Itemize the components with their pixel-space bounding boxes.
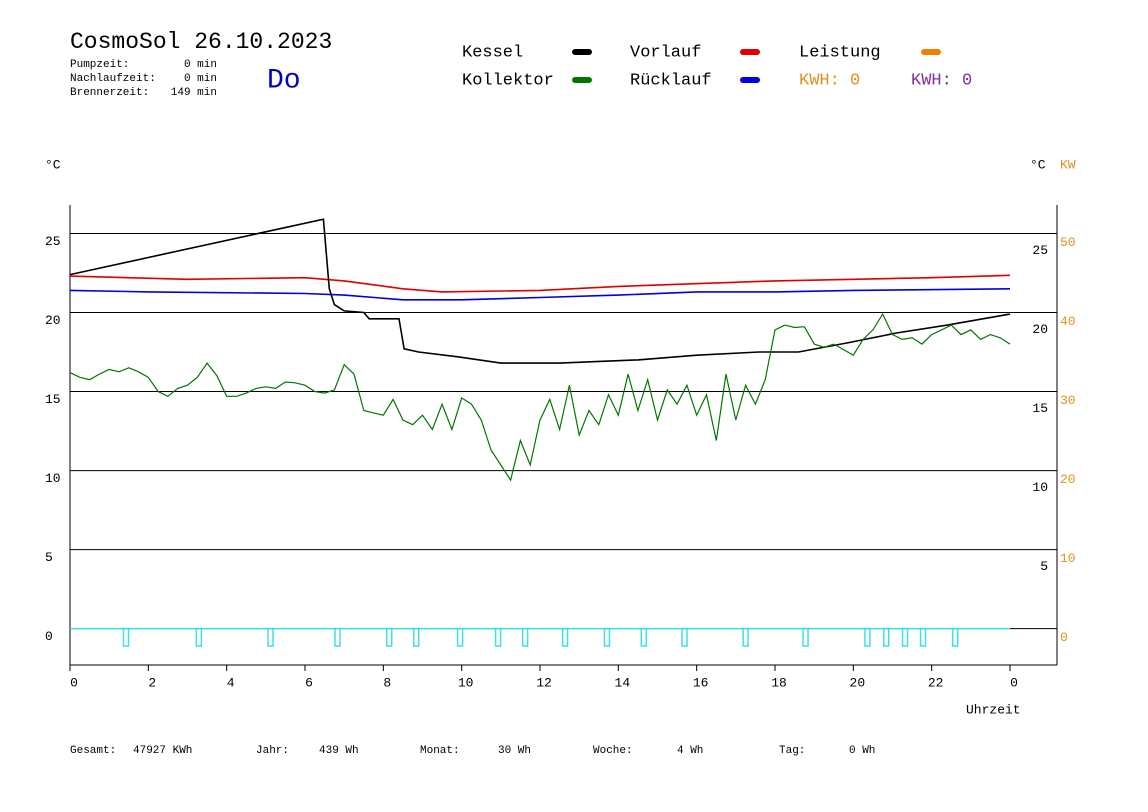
- pulse: [882, 627, 890, 647]
- x-tick-label: 4: [227, 675, 235, 690]
- stat-label: Nachlaufzeit:: [70, 73, 156, 85]
- pulse: [864, 627, 871, 647]
- x-tick-label: 18: [771, 675, 787, 690]
- y-tick-label: 25: [45, 234, 61, 249]
- y-tick-label: 5: [45, 550, 53, 565]
- legend-label: Kollektor: [462, 71, 554, 90]
- y-tick-label: 20: [45, 313, 61, 328]
- total-value: 4 Wh: [677, 745, 703, 757]
- pulse: [742, 627, 749, 647]
- y-tick-label-right: 15: [1032, 401, 1048, 416]
- series-line: [69, 288, 1011, 301]
- y-tick-label-right: 20: [1032, 322, 1048, 337]
- legend-label: Kessel: [462, 43, 523, 62]
- kwh-label: KWH: 0: [911, 71, 972, 90]
- total-label: Monat:: [420, 745, 460, 757]
- pulse: [456, 627, 464, 647]
- stat-value: 0 min: [184, 73, 217, 85]
- total-label: Jahr:: [256, 745, 289, 757]
- y-tick-label: 10: [45, 471, 61, 486]
- legend-label: Vorlauf: [630, 43, 701, 62]
- pulse: [901, 627, 909, 647]
- total-label: Tag:: [779, 745, 805, 757]
- kwh-label: KWH: 0: [799, 71, 860, 90]
- y2-unit: KW: [1060, 157, 1076, 172]
- total-value: 47927 KWh: [133, 745, 192, 757]
- pulse: [195, 627, 203, 647]
- x-tick-label: 0: [70, 675, 78, 690]
- y-tick-label: 15: [45, 392, 61, 407]
- stat-value: 0 min: [184, 59, 217, 71]
- y-tick-label-right: 10: [1032, 480, 1048, 495]
- x-tick-label: 2: [148, 675, 156, 690]
- stat-value: 149 min: [171, 87, 217, 99]
- chart-title: CosmoSol 26.10.2023: [70, 29, 332, 55]
- total-value: 30 Wh: [498, 745, 531, 757]
- total-label: Gesamt:: [70, 745, 116, 757]
- y-tick-label-right: 5: [1040, 559, 1048, 574]
- pulse: [122, 627, 130, 647]
- weekday: Do: [267, 65, 301, 96]
- y-unit-right: °C: [1030, 157, 1046, 172]
- series-line: [69, 274, 1011, 293]
- stat-label: Brennerzeit:: [70, 87, 149, 99]
- pulse: [681, 627, 688, 647]
- pulse: [802, 627, 809, 647]
- pulse: [521, 627, 529, 647]
- pulse: [267, 627, 274, 647]
- x-axis-label: Uhrzeit: [966, 702, 1021, 717]
- series-line: [69, 218, 1011, 364]
- legend-label: Leistung: [799, 43, 881, 62]
- y-tick-label-right: 25: [1032, 243, 1048, 258]
- y2-tick-label: 40: [1060, 314, 1076, 329]
- pulse: [603, 627, 611, 647]
- pulse: [919, 627, 927, 647]
- x-tick-label: 0: [1010, 675, 1018, 690]
- legend-label: Rücklauf: [630, 71, 712, 90]
- pulse: [334, 627, 341, 647]
- x-tick-label: 20: [850, 675, 866, 690]
- pulse: [494, 627, 502, 647]
- pulse: [561, 627, 569, 647]
- total-label: Woche:: [593, 745, 633, 757]
- y-tick-label: 0: [45, 629, 53, 644]
- x-tick-label: 14: [615, 675, 631, 690]
- x-tick-label: 22: [928, 675, 944, 690]
- x-tick-label: 12: [536, 675, 552, 690]
- y2-tick-label: 10: [1060, 551, 1076, 566]
- stat-label: Pumpzeit:: [70, 59, 129, 71]
- pulse: [412, 627, 420, 647]
- series-line: [69, 312, 1011, 482]
- y-unit: °C: [45, 157, 61, 172]
- x-tick-label: 8: [383, 675, 391, 690]
- y2-tick-label: 0: [1060, 630, 1068, 645]
- total-value: 0 Wh: [849, 745, 875, 757]
- x-tick-label: 16: [693, 675, 709, 690]
- y2-tick-label: 20: [1060, 472, 1076, 487]
- total-value: 439 Wh: [319, 745, 359, 757]
- x-tick-label: 6: [305, 675, 313, 690]
- pulse: [385, 627, 393, 647]
- pulse: [640, 627, 648, 647]
- x-tick-label: 10: [458, 675, 474, 690]
- y2-tick-label: 50: [1060, 235, 1076, 250]
- y2-tick-label: 30: [1060, 393, 1076, 408]
- pulse: [951, 627, 959, 647]
